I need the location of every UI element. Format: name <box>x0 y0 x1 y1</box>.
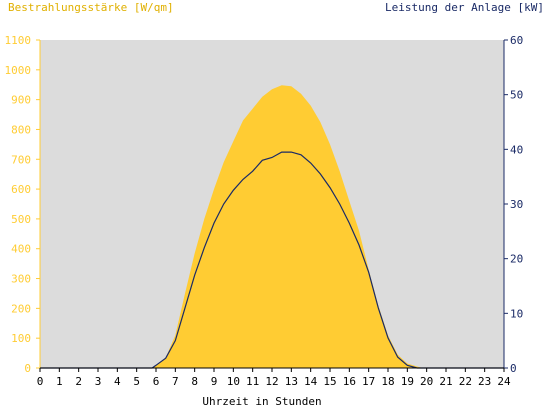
right-tick-label: 20 <box>510 253 523 266</box>
x-tick-label: 2 <box>75 375 82 388</box>
right-tick-label: 50 <box>510 89 523 102</box>
irradiance-area <box>40 85 504 369</box>
axes <box>36 39 508 372</box>
x-tick-label: 10 <box>227 375 240 388</box>
x-tick-label: 6 <box>153 375 160 388</box>
x-tick-label: 14 <box>304 375 318 388</box>
left-tick-label: 0 <box>24 362 31 375</box>
x-tick-label: 19 <box>401 375 414 388</box>
power-line-series <box>40 151 504 369</box>
x-tick-label: 15 <box>323 375 336 388</box>
left-tick-label: 900 <box>11 94 31 107</box>
right-tick-label: 10 <box>510 307 523 320</box>
x-tick-label: 1 <box>56 375 63 388</box>
x-tick-label: 13 <box>285 375 298 388</box>
left-tick-label: 1000 <box>5 64 32 77</box>
x-tick-label: 5 <box>133 375 140 388</box>
left-tick-label: 300 <box>11 273 31 286</box>
left-tick-label: 100 <box>11 332 31 345</box>
irradiance-area-series <box>40 85 504 369</box>
x-tick-label: 16 <box>343 375 356 388</box>
right-tick-label: 60 <box>510 34 523 47</box>
left-tick-label: 500 <box>11 213 31 226</box>
left-tick-label: 700 <box>11 153 31 166</box>
x-tick-label: 11 <box>246 375 259 388</box>
power-line <box>40 151 504 369</box>
x-tick-label: 4 <box>114 375 121 388</box>
x-tick-label: 18 <box>381 375 394 388</box>
x-tick-label: 24 <box>497 375 511 388</box>
right-tick-label: 30 <box>510 198 523 211</box>
x-tick-label: 3 <box>95 375 102 388</box>
x-axis-label: Uhrzeit in Stunden <box>202 395 321 408</box>
right-tick-label: 40 <box>510 143 523 156</box>
left-tick-label: 1100 <box>5 34 32 47</box>
x-tick-label: 12 <box>265 375 278 388</box>
left-tick-label: 800 <box>11 123 31 136</box>
x-tick-label: 0 <box>37 375 44 388</box>
x-tick-label: 20 <box>420 375 433 388</box>
x-tick-label: 23 <box>478 375 491 388</box>
right-tick-label: 0 <box>510 362 517 375</box>
x-tick-label: 17 <box>362 375 375 388</box>
x-tick-label: 8 <box>191 375 198 388</box>
x-tick-label: 7 <box>172 375 179 388</box>
tick-labels: 0100200300400500600700800900100011000102… <box>5 34 524 388</box>
x-tick-label: 21 <box>439 375 452 388</box>
right-axis-title: Leistung der Anlage [kW] <box>385 1 544 14</box>
x-tick-label: 9 <box>211 375 218 388</box>
left-axis-title: Bestrahlungsstärke [W/qm] <box>8 1 174 14</box>
left-tick-label: 200 <box>11 302 31 315</box>
left-tick-label: 600 <box>11 183 31 196</box>
left-tick-label: 400 <box>11 243 31 256</box>
x-tick-label: 22 <box>459 375 472 388</box>
